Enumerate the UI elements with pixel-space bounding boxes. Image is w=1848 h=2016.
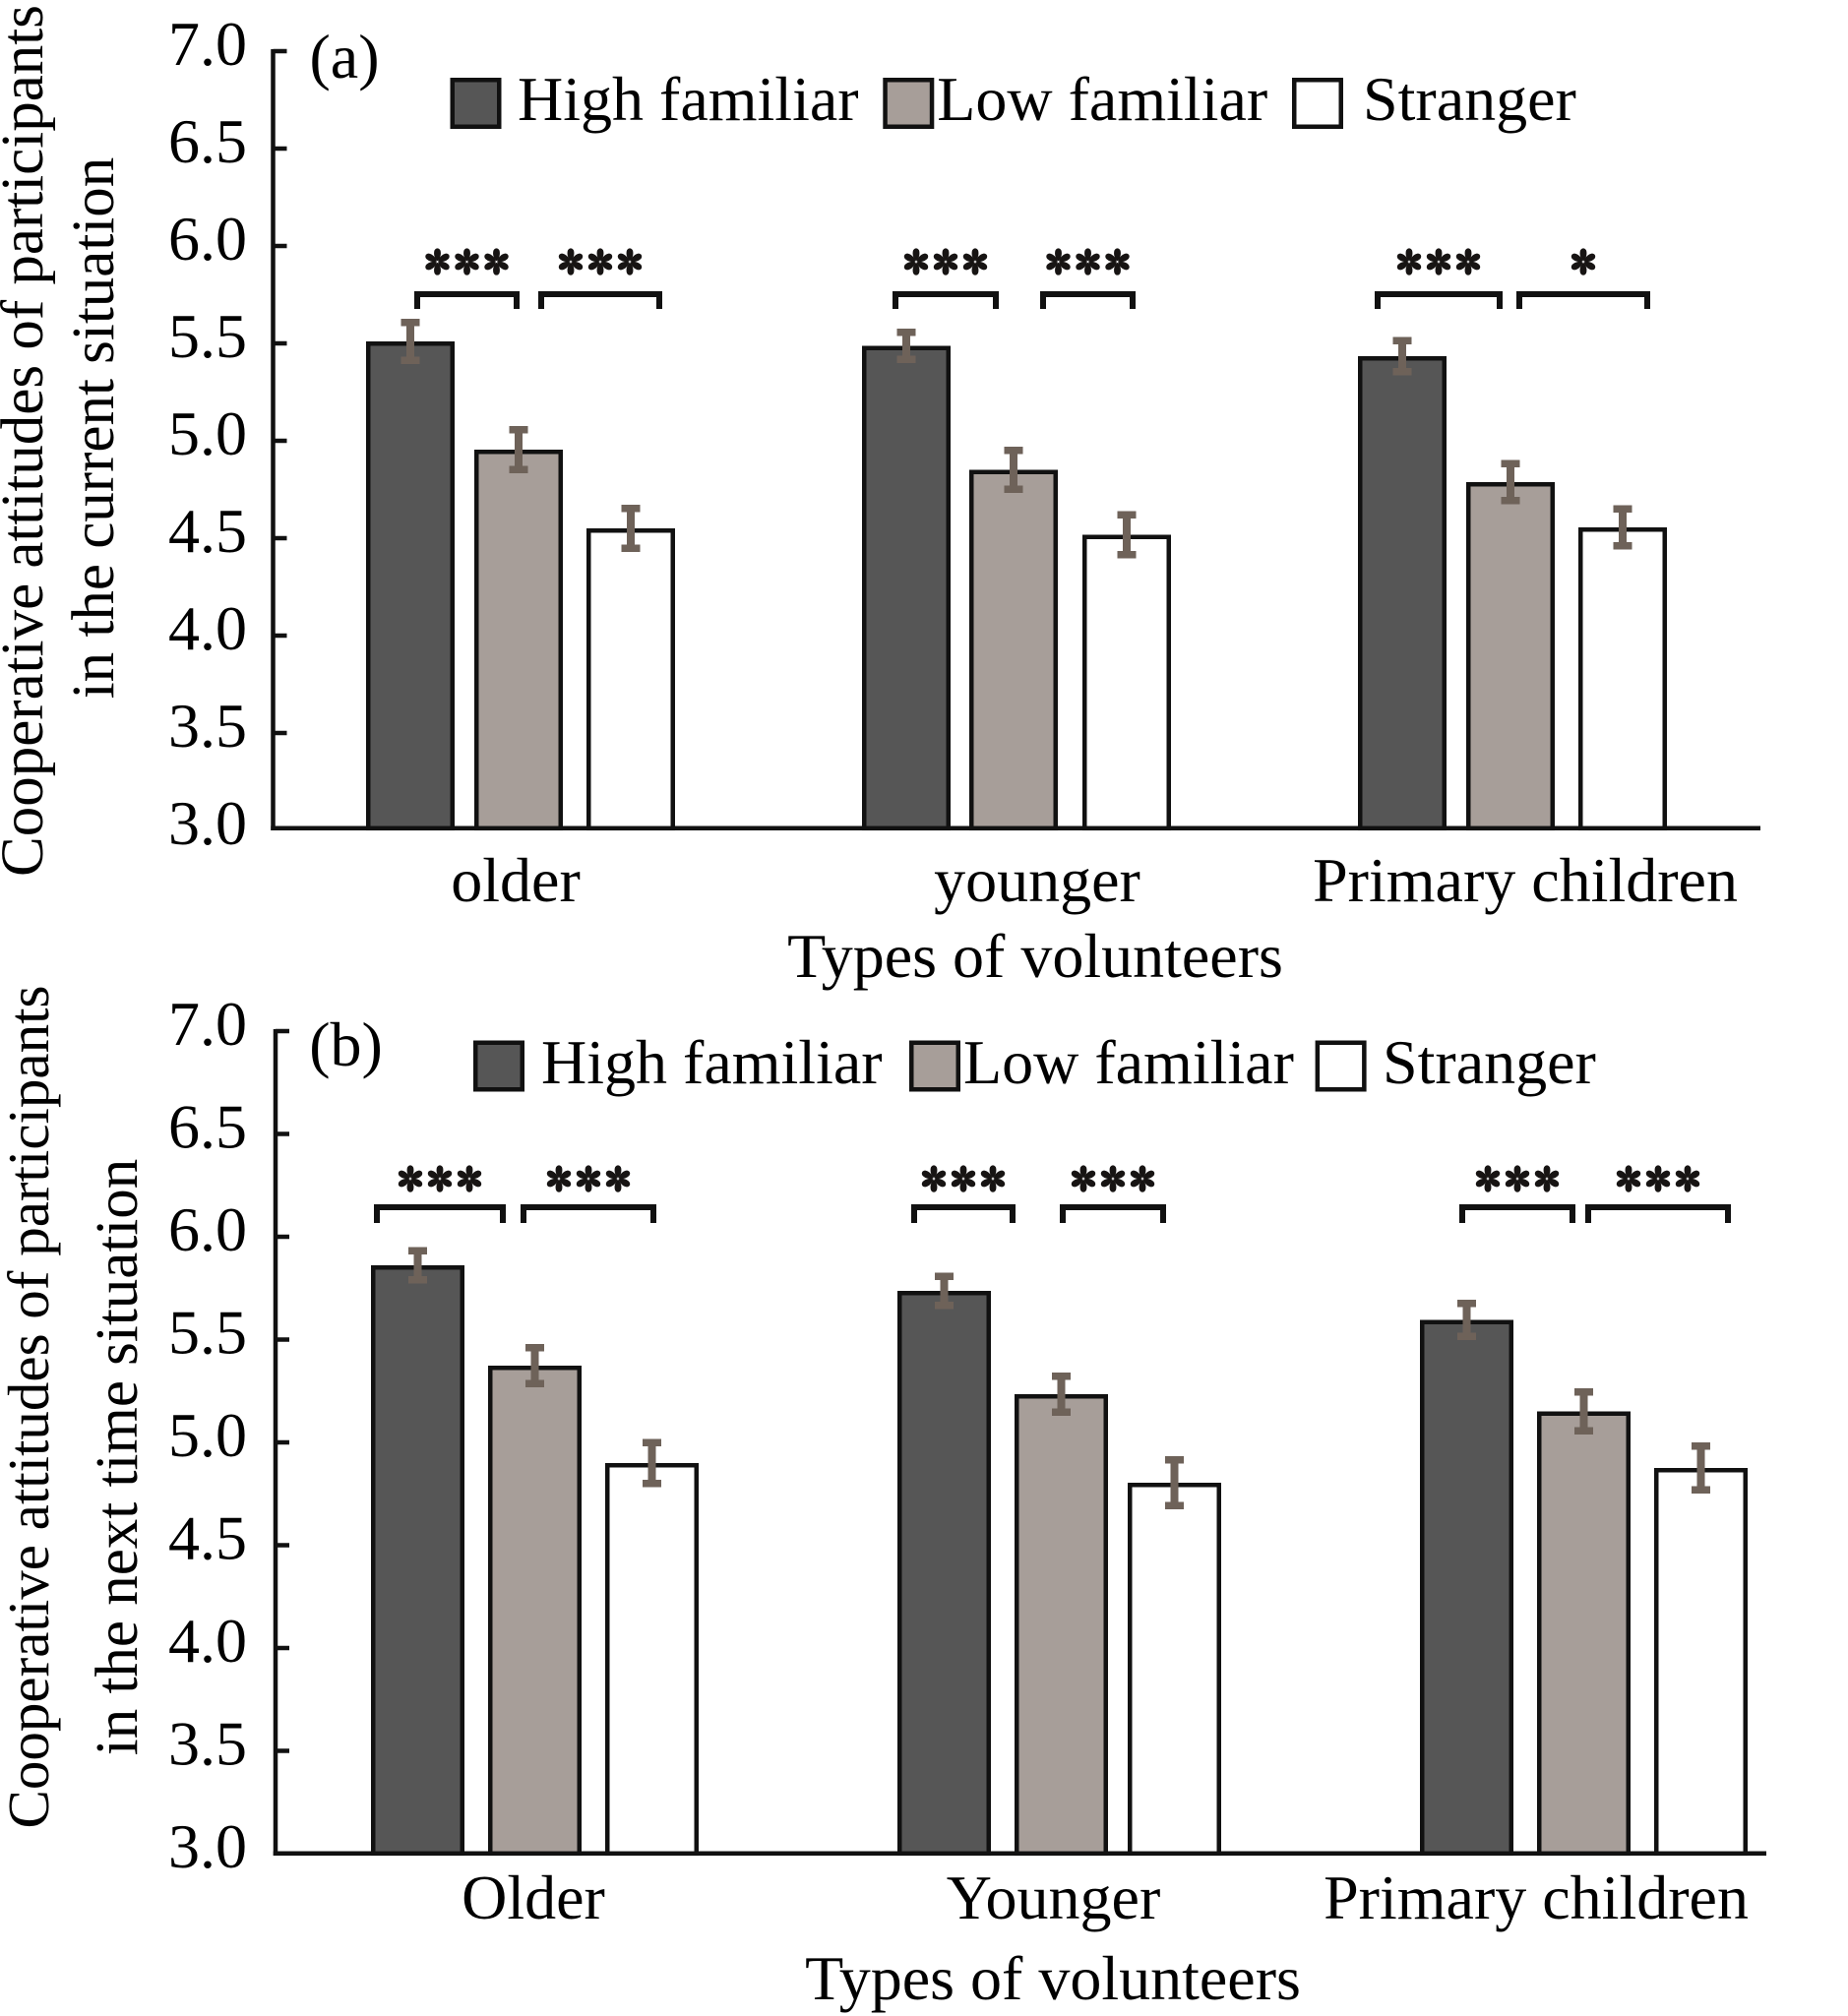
svg-text:(a): (a) xyxy=(309,22,379,92)
svg-text:Younger: Younger xyxy=(947,1863,1161,1932)
svg-text:Stranger: Stranger xyxy=(1383,1027,1596,1097)
svg-text:4.0: 4.0 xyxy=(168,1606,247,1676)
svg-text:in the next time situation: in the next time situation xyxy=(85,1159,151,1756)
svg-text:3.0: 3.0 xyxy=(168,1811,247,1881)
svg-text:6.0: 6.0 xyxy=(168,1194,247,1264)
svg-text:6.5: 6.5 xyxy=(168,106,247,176)
svg-text:Cooperative attitudes of parti: Cooperative attitudes of participants xyxy=(0,5,56,877)
svg-text:Older: Older xyxy=(462,1863,605,1932)
svg-text:High familiar: High familiar xyxy=(541,1027,883,1097)
svg-text:Stranger: Stranger xyxy=(1363,64,1576,134)
svg-text:younger: younger xyxy=(934,845,1140,915)
svg-text:Primary children: Primary children xyxy=(1324,1863,1749,1932)
svg-text:Primary children: Primary children xyxy=(1313,845,1738,915)
svg-text:3.0: 3.0 xyxy=(168,788,247,858)
svg-text:Types of volunteers: Types of volunteers xyxy=(787,921,1283,991)
svg-text:6.5: 6.5 xyxy=(168,1092,247,1162)
svg-text:older: older xyxy=(451,845,581,915)
svg-text:High familiar: High familiar xyxy=(518,64,859,134)
svg-text:Types of volunteers: Types of volunteers xyxy=(805,1943,1301,2013)
svg-text:3.5: 3.5 xyxy=(168,691,247,761)
svg-text:Low familiar: Low familiar xyxy=(937,64,1267,134)
svg-text:3.5: 3.5 xyxy=(168,1709,247,1779)
svg-text:4.5: 4.5 xyxy=(168,1503,247,1573)
svg-text:7.0: 7.0 xyxy=(168,989,247,1059)
svg-text:(b): (b) xyxy=(309,1009,383,1079)
svg-text:6.0: 6.0 xyxy=(168,204,247,274)
svg-text:4.5: 4.5 xyxy=(168,496,247,566)
svg-text:5.5: 5.5 xyxy=(168,1298,247,1368)
svg-text:5.0: 5.0 xyxy=(168,398,247,468)
svg-text:Cooperative attitudes of parti: Cooperative attitudes of participants xyxy=(0,986,61,1829)
svg-text:Low familiar: Low familiar xyxy=(963,1027,1294,1097)
svg-text:in the current situation: in the current situation xyxy=(61,157,127,700)
svg-text:4.0: 4.0 xyxy=(168,593,247,663)
svg-text:5.5: 5.5 xyxy=(168,301,247,371)
svg-text:7.0: 7.0 xyxy=(168,9,247,79)
svg-text:5.0: 5.0 xyxy=(168,1400,247,1470)
